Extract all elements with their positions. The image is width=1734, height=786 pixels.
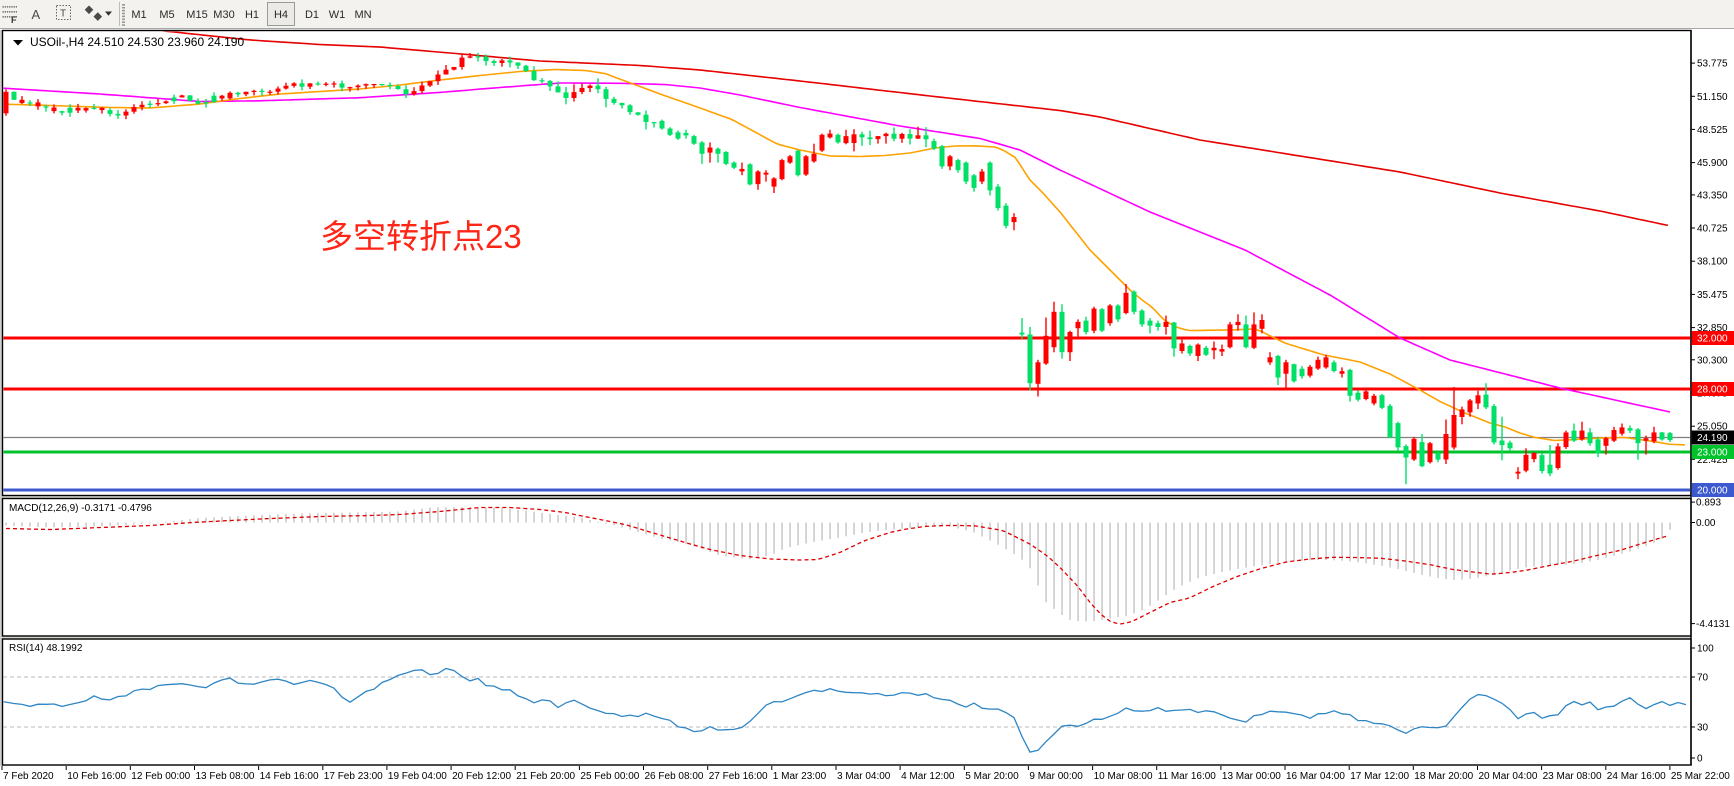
svg-text:32.850: 32.850 bbox=[1697, 323, 1728, 334]
svg-text:10 Mar 08:00: 10 Mar 08:00 bbox=[1094, 771, 1153, 782]
svg-text:MACD(12,26,9) -0.3171 -0.4796: MACD(12,26,9) -0.3171 -0.4796 bbox=[9, 503, 152, 514]
svg-text:D1: D1 bbox=[305, 9, 319, 21]
svg-text:21 Feb 20:00: 21 Feb 20:00 bbox=[516, 771, 575, 782]
svg-text:0.00: 0.00 bbox=[1696, 518, 1716, 529]
svg-text:7 Feb 2020: 7 Feb 2020 bbox=[3, 771, 54, 782]
svg-text:A: A bbox=[32, 7, 41, 22]
svg-text:23.000: 23.000 bbox=[1697, 448, 1728, 459]
svg-text:1 Mar 23:00: 1 Mar 23:00 bbox=[773, 771, 827, 782]
svg-text:38.100: 38.100 bbox=[1697, 257, 1728, 268]
svg-text:14 Feb 16:00: 14 Feb 16:00 bbox=[260, 771, 319, 782]
svg-text:17 Feb 23:00: 17 Feb 23:00 bbox=[324, 771, 383, 782]
svg-text:4 Mar 12:00: 4 Mar 12:00 bbox=[901, 771, 955, 782]
svg-text:25.050: 25.050 bbox=[1697, 422, 1728, 433]
svg-text:9 Mar 00:00: 9 Mar 00:00 bbox=[1029, 771, 1083, 782]
svg-text:27 Feb 16:00: 27 Feb 16:00 bbox=[709, 771, 768, 782]
svg-text:USOil-,H4 24.510 24.530 23.96: USOil-,H4 24.510 24.530 23.960 24.190 bbox=[30, 35, 244, 49]
svg-text:H1: H1 bbox=[245, 9, 259, 21]
svg-text:25 Feb 00:00: 25 Feb 00:00 bbox=[580, 771, 639, 782]
svg-text:35.475: 35.475 bbox=[1697, 290, 1728, 301]
svg-text:13 Mar 00:00: 13 Mar 00:00 bbox=[1222, 771, 1281, 782]
svg-text:23 Mar 08:00: 23 Mar 08:00 bbox=[1543, 771, 1602, 782]
svg-text:45.900: 45.900 bbox=[1697, 158, 1728, 169]
svg-text:16 Mar 04:00: 16 Mar 04:00 bbox=[1286, 771, 1345, 782]
svg-text:20.000: 20.000 bbox=[1697, 486, 1728, 497]
svg-text:24.190: 24.190 bbox=[1697, 433, 1728, 444]
svg-text:-4.4131: -4.4131 bbox=[1696, 619, 1730, 630]
svg-text:0.893: 0.893 bbox=[1696, 498, 1721, 509]
svg-text:3 Mar 04:00: 3 Mar 04:00 bbox=[837, 771, 891, 782]
svg-text:53.775: 53.775 bbox=[1697, 59, 1728, 70]
svg-text:M30: M30 bbox=[213, 9, 234, 21]
svg-text:F: F bbox=[11, 15, 17, 25]
svg-text:26 Feb 08:00: 26 Feb 08:00 bbox=[645, 771, 704, 782]
svg-text:28.000: 28.000 bbox=[1697, 385, 1728, 396]
svg-text:0: 0 bbox=[1697, 754, 1703, 765]
svg-text:H4: H4 bbox=[274, 9, 288, 21]
svg-text:22.425: 22.425 bbox=[1697, 455, 1728, 466]
svg-text:M1: M1 bbox=[131, 9, 146, 21]
svg-text:5 Mar 20:00: 5 Mar 20:00 bbox=[965, 771, 1019, 782]
svg-text:51.150: 51.150 bbox=[1697, 92, 1728, 103]
svg-text:W1: W1 bbox=[329, 9, 346, 21]
svg-text:25 Mar 22:00: 25 Mar 22:00 bbox=[1671, 771, 1730, 782]
svg-text:100: 100 bbox=[1697, 644, 1714, 655]
svg-text:43.350: 43.350 bbox=[1697, 190, 1728, 201]
svg-text:M15: M15 bbox=[186, 9, 207, 21]
svg-text:30.300: 30.300 bbox=[1697, 355, 1728, 366]
svg-text:12 Feb 00:00: 12 Feb 00:00 bbox=[131, 771, 190, 782]
svg-text:17 Mar 12:00: 17 Mar 12:00 bbox=[1350, 771, 1409, 782]
svg-text:40.725: 40.725 bbox=[1697, 224, 1728, 235]
svg-text:MN: MN bbox=[354, 9, 371, 21]
svg-text:T: T bbox=[60, 9, 66, 20]
svg-text:32.000: 32.000 bbox=[1697, 334, 1728, 345]
svg-text:RSI(14) 48.1992: RSI(14) 48.1992 bbox=[9, 643, 83, 654]
svg-text:多空转折点23: 多空转折点23 bbox=[320, 218, 522, 255]
svg-text:M5: M5 bbox=[159, 9, 174, 21]
svg-text:20 Feb 12:00: 20 Feb 12:00 bbox=[452, 771, 511, 782]
svg-text:10 Feb 16:00: 10 Feb 16:00 bbox=[67, 771, 126, 782]
svg-text:48.525: 48.525 bbox=[1697, 125, 1728, 136]
svg-text:30: 30 bbox=[1697, 723, 1709, 734]
svg-text:19 Feb 04:00: 19 Feb 04:00 bbox=[388, 771, 447, 782]
svg-text:13 Feb 08:00: 13 Feb 08:00 bbox=[196, 771, 255, 782]
svg-text:11 Mar 16:00: 11 Mar 16:00 bbox=[1158, 771, 1217, 782]
svg-text:24 Mar 16:00: 24 Mar 16:00 bbox=[1607, 771, 1666, 782]
svg-text:18 Mar 20:00: 18 Mar 20:00 bbox=[1414, 771, 1473, 782]
svg-text:70: 70 bbox=[1697, 673, 1709, 684]
svg-text:20 Mar 04:00: 20 Mar 04:00 bbox=[1479, 771, 1538, 782]
